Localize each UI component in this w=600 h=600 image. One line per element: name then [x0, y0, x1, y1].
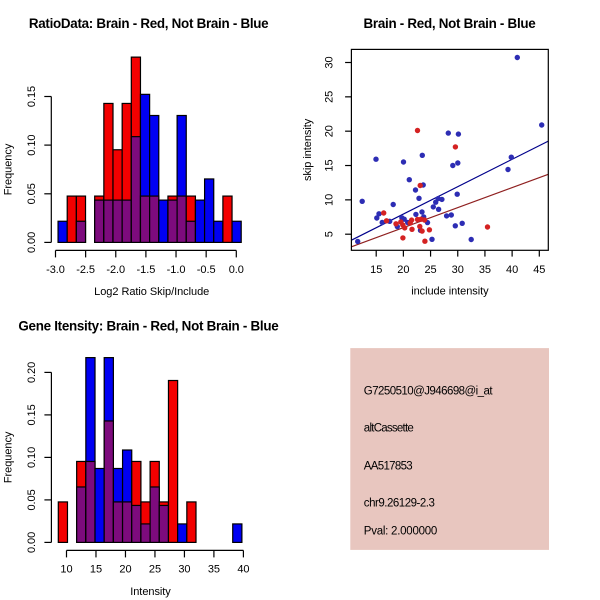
- svg-text:35: 35: [208, 564, 220, 576]
- svg-text:RatioData: Brain - Red, Not Br: RatioData: Brain - Red, Not Brain - Blue: [29, 16, 269, 31]
- svg-text:0.10: 0.10: [26, 134, 38, 155]
- svg-text:35: 35: [479, 264, 491, 276]
- svg-text:0.05: 0.05: [26, 489, 38, 510]
- svg-text:Log2 Ratio Skip/Include: Log2 Ratio Skip/Include: [94, 286, 209, 298]
- svg-text:skip intensity: skip intensity: [302, 118, 314, 181]
- svg-text:Pval: 2.000000: Pval: 2.000000: [364, 526, 437, 538]
- svg-text:25: 25: [149, 564, 161, 576]
- svg-text:30: 30: [323, 56, 335, 68]
- svg-text:altCassette: altCassette: [364, 423, 414, 435]
- svg-text:25: 25: [424, 264, 436, 276]
- svg-text:-2.0: -2.0: [106, 264, 125, 276]
- svg-text:Intensity: Intensity: [130, 586, 171, 598]
- svg-text:0.15: 0.15: [26, 86, 38, 107]
- svg-text:15: 15: [370, 264, 382, 276]
- svg-text:-1.5: -1.5: [137, 264, 156, 276]
- svg-text:-2.5: -2.5: [76, 264, 95, 276]
- svg-text:Brain - Red, Not Brain - Blue: Brain - Red, Not Brain - Blue: [364, 16, 536, 31]
- svg-text:include intensity: include intensity: [411, 286, 489, 298]
- svg-text:0.10: 0.10: [26, 447, 38, 468]
- svg-text:20: 20: [119, 564, 131, 576]
- svg-text:Gene Itensity: Brain - Red, No: Gene Itensity: Brain - Red, Not Brain - …: [18, 319, 278, 334]
- svg-text:Frequency: Frequency: [3, 143, 15, 195]
- svg-text:45: 45: [533, 264, 545, 276]
- svg-text:10: 10: [60, 564, 72, 576]
- svg-text:30: 30: [452, 264, 464, 276]
- svg-text:-3.0: -3.0: [46, 264, 65, 276]
- svg-text:15: 15: [323, 159, 335, 171]
- svg-text:20: 20: [323, 125, 335, 137]
- svg-text:Frequency: Frequency: [3, 431, 15, 483]
- svg-text:0.0: 0.0: [229, 264, 244, 276]
- svg-text:5: 5: [323, 231, 335, 237]
- svg-text:25: 25: [323, 91, 335, 103]
- svg-text:-1.0: -1.0: [167, 264, 186, 276]
- svg-text:40: 40: [506, 264, 518, 276]
- svg-text:0.20: 0.20: [26, 362, 38, 383]
- svg-text:40: 40: [237, 564, 249, 576]
- svg-text:0.00: 0.00: [26, 232, 38, 253]
- svg-text:30: 30: [178, 564, 190, 576]
- svg-text:0.05: 0.05: [26, 183, 38, 204]
- svg-text:chr9.26129-2.3: chr9.26129-2.3: [364, 497, 435, 509]
- svg-text:20: 20: [397, 264, 409, 276]
- svg-text:0.00: 0.00: [26, 532, 38, 553]
- svg-text:10: 10: [323, 194, 335, 206]
- svg-text:0.15: 0.15: [26, 404, 38, 425]
- svg-text:AA517853: AA517853: [364, 461, 412, 473]
- svg-text:15: 15: [90, 564, 102, 576]
- svg-text:-0.5: -0.5: [197, 264, 216, 276]
- svg-text:G7250510@J946698@i_at: G7250510@J946698@i_at: [364, 385, 494, 397]
